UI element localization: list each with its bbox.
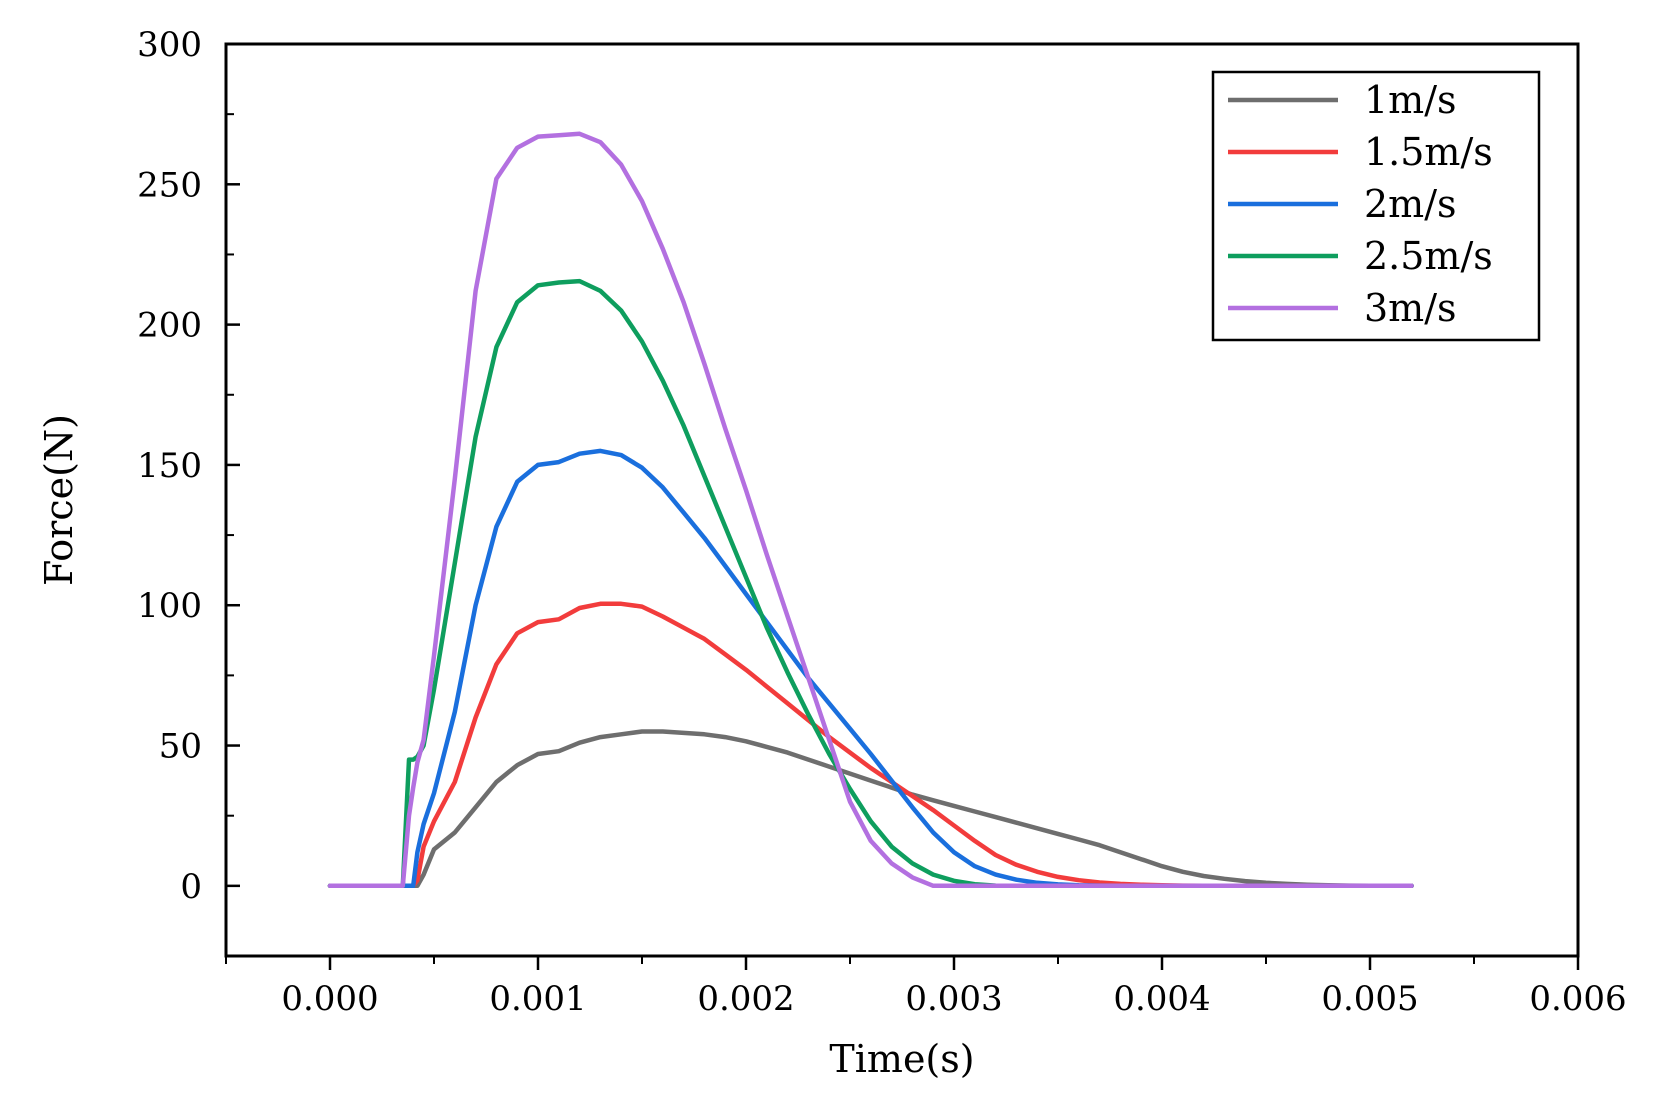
x-tick-label: 0.001	[489, 979, 586, 1019]
y-tick-label: 150	[137, 446, 202, 486]
x-tick-label: 0.003	[905, 979, 1002, 1019]
y-tick-label: 200	[137, 306, 202, 346]
legend-label: 2.5m/s	[1364, 234, 1493, 278]
y-tick-label: 300	[137, 25, 202, 65]
x-tick-label: 0.005	[1321, 979, 1418, 1019]
legend-label: 2m/s	[1364, 182, 1457, 226]
x-axis: 0.000 0.001 0.002 0.003 0.004 0.005 0.006	[225, 956, 1627, 1019]
x-tick-label: 0.000	[281, 979, 378, 1019]
y-axis-title: Force(N)	[37, 414, 81, 586]
y-tick-label: 100	[137, 586, 202, 626]
legend-label: 1m/s	[1364, 78, 1457, 122]
y-tick-label: 0	[180, 867, 202, 907]
x-tick-label: 0.004	[1113, 979, 1210, 1019]
legend-label: 1.5m/s	[1364, 130, 1493, 174]
y-axis: 0 50 100 150 200 250 300	[137, 25, 240, 957]
x-axis-title: Time(s)	[829, 1037, 974, 1081]
y-tick-label: 50	[159, 727, 202, 767]
plot-frame	[224, 42, 1580, 958]
series-line-1	[327, 729, 1414, 889]
x-tick-label: 0.006	[1529, 979, 1626, 1019]
legend: 1m/s 1.5m/s 2m/s 2.5m/s 3m/s	[1211, 70, 1541, 342]
series-layer	[327, 131, 1414, 889]
x-tick-label: 0.002	[697, 979, 794, 1019]
series-line-5	[327, 131, 1414, 889]
legend-label: 3m/s	[1364, 286, 1457, 330]
y-tick-label: 250	[137, 165, 202, 205]
